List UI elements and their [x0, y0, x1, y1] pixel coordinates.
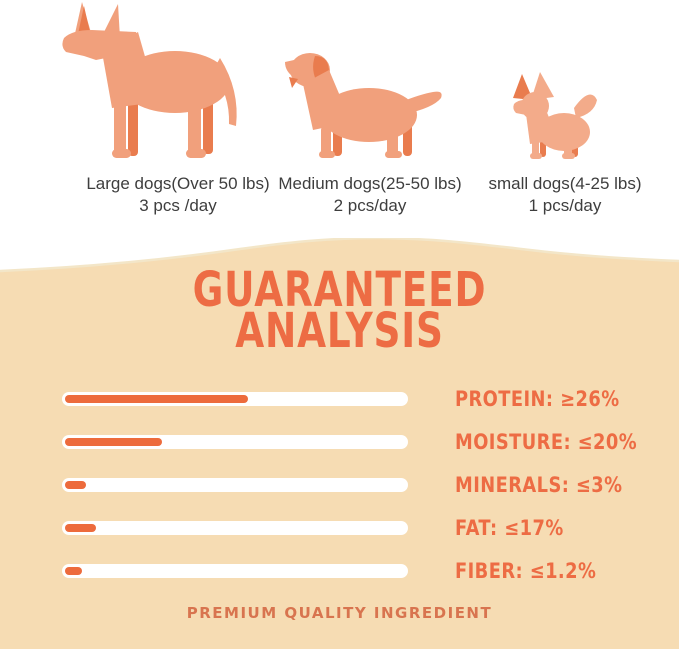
- analysis-label: FIBER: ≤1.2%: [455, 559, 597, 583]
- progress-track: [62, 521, 408, 535]
- analysis-row: PROTEIN: ≥26%: [62, 387, 662, 411]
- analysis-row: FIBER: ≤1.2%: [62, 559, 662, 583]
- progress-track: [62, 478, 408, 492]
- large-dog-art: [48, 0, 308, 160]
- feeding-label-small: small dogs(4-25 lbs): [488, 174, 642, 193]
- progress-fill: [65, 438, 162, 446]
- analysis-label: MINERALS: ≤3%: [455, 473, 623, 497]
- feeding-item-large: Large dogs(Over 50 lbs) 3 pcs /day: [48, 0, 308, 216]
- feeding-amount-small: 1 pcs/day: [528, 196, 602, 215]
- analysis-label: FAT: ≤17%: [455, 516, 564, 540]
- progress-fill: [65, 524, 97, 532]
- small-dog-icon: [513, 72, 597, 159]
- progress-fill: [65, 567, 83, 575]
- section-title: GUARANTEED ANALYSIS: [0, 262, 679, 359]
- guaranteed-analysis-section: GUARANTEED ANALYSIS PROTEIN: ≥26% MOISTUR…: [0, 238, 679, 649]
- analysis-label: PROTEIN: ≥26%: [455, 387, 620, 411]
- analysis-label: MOISTURE: ≤20%: [455, 430, 638, 454]
- feeding-label-medium: Medium dogs(25-50 lbs): [278, 174, 462, 193]
- analysis-row: MINERALS: ≤3%: [62, 473, 662, 497]
- progress-fill: [65, 481, 86, 489]
- title-line-1: GUARANTEED: [192, 262, 487, 318]
- feeding-label-large: Large dogs(Over 50 lbs): [86, 174, 270, 193]
- progress-track: [62, 435, 408, 449]
- medium-dog-icon: [285, 53, 442, 158]
- analysis-row: FAT: ≤17%: [62, 516, 662, 540]
- analysis-rows: PROTEIN: ≥26% MOISTURE: ≤20% MINERALS: ≤3%…: [62, 387, 662, 607]
- progress-fill: [65, 395, 249, 403]
- feeding-guide-section: Large dogs(Over 50 lbs) 3 pcs /day: [0, 0, 679, 238]
- feeding-amount-large: 3 pcs /day: [139, 196, 217, 215]
- analysis-row: MOISTURE: ≤20%: [62, 430, 662, 454]
- progress-track: [62, 392, 408, 406]
- feeding-amount-medium: 2 pcs/day: [333, 196, 407, 215]
- small-dog-art: [470, 0, 660, 160]
- progress-track: [62, 564, 408, 578]
- footer-text: PREMIUM QUALITY INGREDIENT: [186, 604, 493, 622]
- feeding-item-small: small dogs(4-25 lbs) 1 pcs/day: [470, 0, 660, 216]
- medium-dog-art: [272, 0, 468, 160]
- feeding-item-medium: Medium dogs(25-50 lbs) 2 pcs/day: [272, 0, 468, 216]
- title-line-2: ANALYSIS: [235, 303, 444, 359]
- large-dog-icon: [62, 2, 237, 158]
